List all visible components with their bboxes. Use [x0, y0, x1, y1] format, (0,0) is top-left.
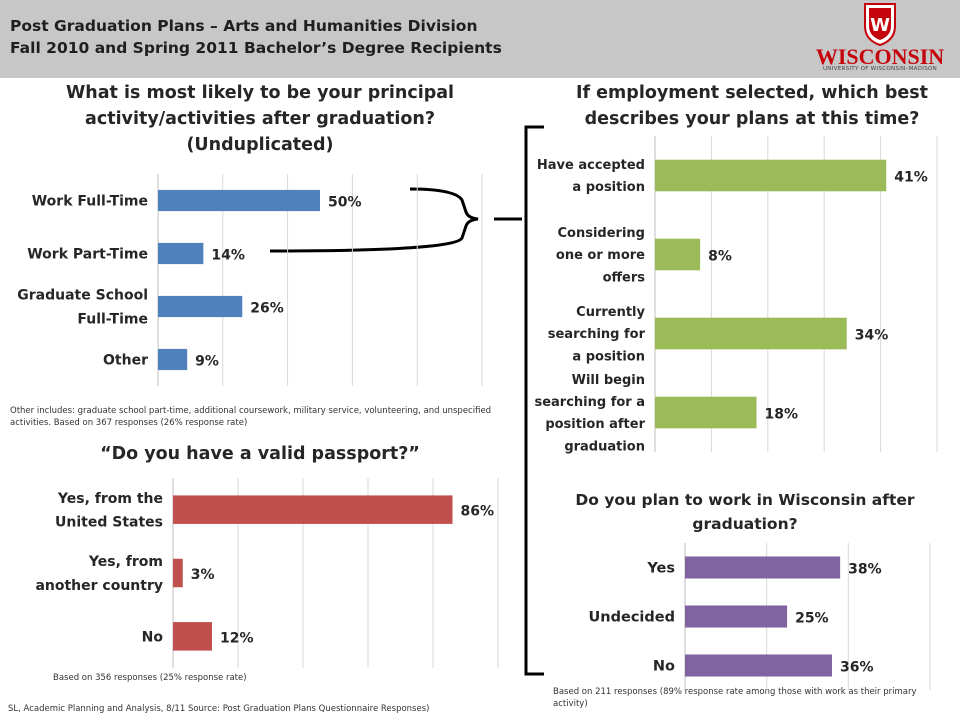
wisconsin-data-label: 38%: [848, 562, 882, 578]
employment-category-label: Will begin: [572, 373, 645, 388]
principal-title-line-1: What is most likely to be your principal: [65, 83, 455, 103]
employment-data-label: 18%: [765, 407, 799, 423]
wisconsin-category-label: Yes: [646, 561, 675, 577]
work-bars-brace: [269, 187, 479, 253]
employment-wisconsin-bracket: [524, 125, 544, 676]
principal-category-label: Work Part-Time: [27, 247, 148, 263]
employment-data-label: 8%: [708, 249, 732, 265]
employment-category-label: searching for a: [534, 395, 645, 410]
employment-category-label: a position: [572, 180, 645, 195]
wisconsin-title-line-1: Do you plan to work in Wisconsin after: [575, 491, 915, 509]
employment-title-line-1: If employment selected, which best: [575, 83, 929, 103]
principal-data-label: 26%: [250, 301, 284, 317]
passport-data-label: 86%: [461, 504, 495, 520]
principal-activity-title: What is most likely to be your principal…: [40, 80, 480, 158]
work-in-wisconsin-title: Do you plan to work in Wisconsin after gr…: [555, 488, 935, 536]
crest-letter: W: [870, 15, 890, 36]
principal-category-label: Graduate School: [17, 288, 148, 304]
passport-bar: [173, 622, 212, 651]
wisconsin-category-label: No: [653, 659, 675, 675]
passport-category-label: Yes, from the: [57, 491, 163, 507]
employment-plans-chart: 41% Have accepted a position 8% Considering o…: [534, 136, 938, 454]
wisconsin-bar: [685, 654, 832, 677]
principal-data-label: 14%: [211, 248, 245, 264]
passport-category-label: No: [142, 629, 164, 645]
passport-title: “Do you have a valid passport?”: [70, 441, 450, 467]
employment-category-label: Currently: [576, 305, 645, 320]
principal-title-line-2: activity/activities after graduation?: [85, 109, 435, 129]
employment-category-label: Have accepted: [537, 158, 645, 173]
header-band: Post Graduation Plans – Arts and Humanit…: [0, 0, 960, 78]
passport-note: Based on 356 responses (25% response rat…: [53, 673, 247, 683]
principal-bar: [158, 189, 320, 212]
wisconsin-data-label: 36%: [840, 660, 874, 676]
passport-chart: 86% Yes, from the United States 3% Yes, from…: [35, 478, 499, 668]
principal-category-label: Other: [103, 353, 148, 369]
principal-note: Other includes: graduate school part-tim…: [10, 406, 492, 428]
passport-data-label: 12%: [220, 630, 254, 646]
principal-category-label: Full-Time: [77, 311, 148, 327]
principal-bar: [158, 295, 243, 318]
passport-category-label: United States: [55, 515, 163, 531]
principal-bar: [158, 242, 204, 265]
employment-category-label: one or more: [556, 248, 645, 263]
source-note: SL, Academic Planning and Analysis, 8/11…: [8, 704, 430, 714]
wisconsin-data-label: 25%: [795, 611, 829, 627]
logo-subtitle: UNIVERSITY OF WISCONSIN–MADISON: [822, 66, 938, 72]
logo-wordmark: WISCONSIN: [815, 44, 945, 69]
employment-plans-title: If employment selected, which best descri…: [552, 80, 952, 132]
employment-bar: [655, 238, 701, 271]
university-logo: W WISCONSIN UNIVERSITY OF WISCONSIN–MADI…: [810, 2, 950, 78]
employment-bar: [655, 396, 757, 429]
employment-title-line-2: describes your plans at this time?: [584, 109, 920, 129]
employment-category-label: graduation: [564, 439, 645, 454]
principal-title-line-3: (Unduplicated): [186, 135, 334, 155]
principal-data-label: 9%: [195, 354, 219, 370]
page-title-line-1: Post Graduation Plans – Arts and Humanit…: [10, 17, 478, 35]
employment-category-label: a position: [572, 349, 645, 364]
passport-data-label: 3%: [191, 567, 215, 583]
principal-bar: [158, 348, 188, 371]
page-title: Post Graduation Plans – Arts and Humanit…: [10, 15, 502, 59]
wisconsin-category-label: Undecided: [589, 610, 675, 626]
wisconsin-bar: [685, 605, 788, 628]
passport-category-label: Yes, from: [88, 554, 163, 570]
employment-category-label: searching for: [548, 327, 646, 342]
passport-title-line-1: “Do you have a valid passport?”: [100, 444, 420, 464]
page-title-line-2: Fall 2010 and Spring 2011 Bachelor’s Deg…: [10, 39, 502, 57]
employment-bar: [655, 159, 887, 192]
employment-bar: [655, 317, 847, 350]
employment-category-label: offers: [603, 270, 646, 285]
principal-activity-chart: 50% Work Full-Time 14% Work Part-Time 26% Gra…: [17, 174, 483, 386]
passport-bar: [173, 495, 453, 524]
wisconsin-bar: [685, 556, 841, 579]
crest-icon: W: [864, 3, 896, 47]
passport-bar: [173, 558, 183, 588]
wisconsin-note: Based on 211 responses (89% response rat…: [553, 687, 917, 709]
work-in-wisconsin-chart: 38% Yes 25% Undecided 36% No: [589, 543, 931, 690]
principal-data-label: 50%: [328, 195, 362, 211]
employment-category-label: Considering: [558, 226, 645, 241]
wisconsin-title-line-2: graduation?: [692, 515, 798, 533]
employment-data-label: 34%: [855, 328, 889, 344]
employment-data-label: 41%: [894, 170, 928, 186]
employment-category-label: position after: [545, 417, 645, 432]
principal-category-label: Work Full-Time: [32, 194, 148, 210]
passport-category-label: another country: [35, 578, 163, 594]
